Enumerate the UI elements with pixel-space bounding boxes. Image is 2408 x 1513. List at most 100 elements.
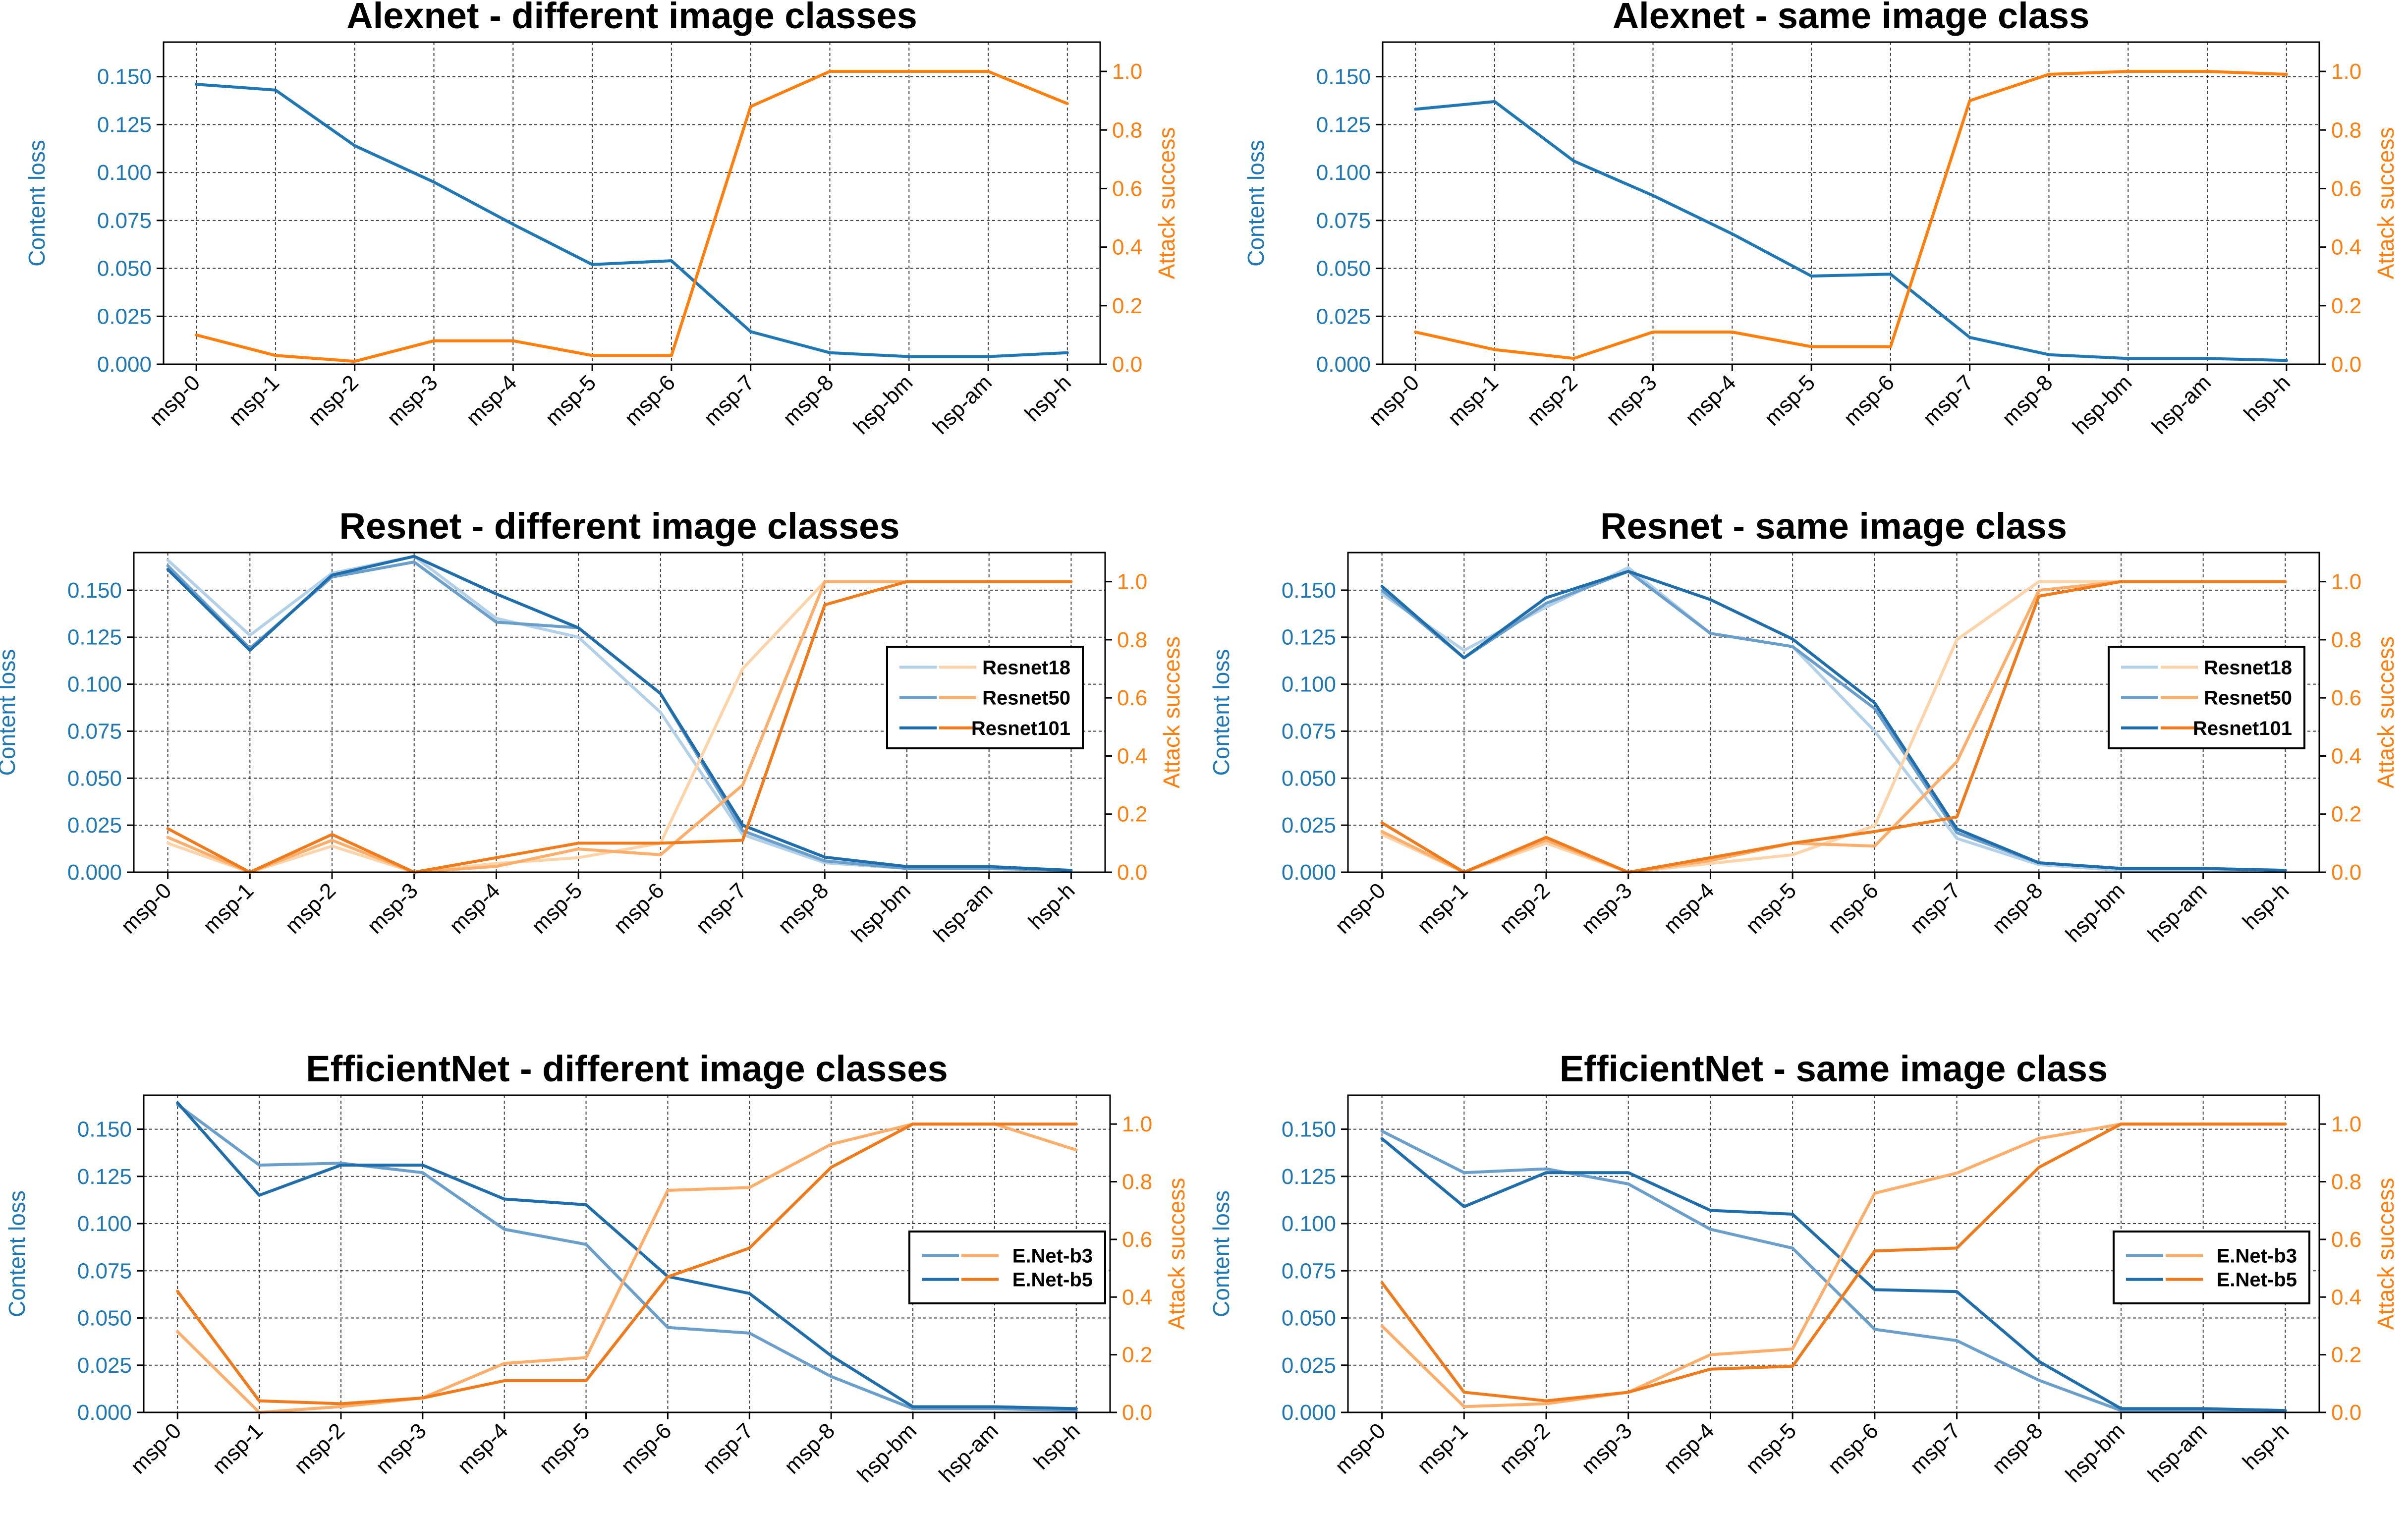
series-line-e-net-b3-content-loss [1380,1129,2287,1412]
y-tick-label-left: 0.000 [67,860,122,885]
x-tick-label: msp-5 [541,370,601,430]
plot-frame [1347,552,2320,873]
plot-frame [143,1094,1111,1413]
y-tick-label-right: 0.6 [2331,176,2361,201]
x-tick-label: hsp-h [1029,1418,1084,1474]
y-tick-label-left: 0.150 [77,1118,132,1142]
chart-panel: EfficientNet - different image classes ms… [4,1048,1189,1487]
y-tick-label-right: 0.0 [1117,860,1147,885]
x-tick-label: msp-1 [1412,878,1472,938]
y-tick-label-right: 0.4 [2331,1285,2361,1309]
plot-frame [133,552,1106,873]
x-tick-label: msp-5 [1760,370,1820,430]
x-tick-label: msp-6 [1839,370,1899,430]
y-tick-label-left: 0.050 [77,1306,132,1331]
x-tick-label: msp-6 [616,1418,676,1478]
series-line-alexnet-attack-success [1414,70,2288,360]
y-axis-label-right: Attack success [2373,636,2399,788]
legend-box [2108,646,2305,749]
y-tick-label-right: 0.8 [2331,118,2361,142]
y-axis-label-left: Content loss [4,1190,30,1317]
x-tick-label: msp-6 [1823,878,1883,938]
x-tick-label: msp-8 [780,1418,840,1478]
x-tick-label: msp-6 [609,878,669,938]
x-tick-label: msp-2 [1495,1418,1555,1478]
x-tick-label: msp-3 [1602,370,1662,430]
x-tick-label: hsp-bm [2061,1418,2129,1487]
series-line-alexnet-content-loss [1414,100,2288,362]
x-tick-label: msp-0 [1331,878,1391,938]
legend: Resnet18 Resnet50 Resnet101 [886,646,1084,749]
x-tick-label: msp-0 [1331,1418,1391,1478]
x-tick-label: msp-5 [535,1418,595,1478]
x-tick-label: hsp-h [1024,878,1079,934]
chart-panel: Alexnet - same image class msp-0 msp-1 msp-… [1243,0,2399,439]
x-tick-label: msp-0 [145,370,205,430]
y-tick-label-right: 0.8 [2331,628,2361,652]
y-tick-label-left: 0.050 [67,766,122,790]
x-tick-label: msp-7 [691,878,751,938]
y-tick-label-right: 0.2 [1112,294,1142,318]
y-tick-label-right: 0.4 [2331,744,2361,768]
y-axis-label-left: Content loss [0,649,20,776]
y-tick-label-left: 0.125 [97,112,152,137]
legend: Resnet18 Resnet50 Resnet101 [2108,646,2305,749]
series-line-e-net-b5-attack-success [1380,1122,2287,1402]
y-tick-label-left: 0.025 [1316,304,1371,329]
x-tick-label: hsp-h [2238,878,2294,934]
x-tick-label: hsp-h [2239,370,2295,426]
x-tick-label: msp-2 [1522,370,1582,430]
y-tick-label-right: 0.6 [1117,686,1147,710]
x-tick-label: msp-2 [289,1418,349,1478]
x-tick-label: hsp-bm [847,878,915,947]
series-line-e-net-b3-content-loss [176,1103,1078,1412]
x-tick-label: msp-3 [383,370,443,430]
series-line-alexnet-content-loss [195,83,1069,358]
x-tick-label: hsp-am [935,1418,1003,1487]
legend-label: Resnet50 [2204,687,2292,709]
y-tick-label-left: 0.075 [97,209,152,233]
y-tick-label-left: 0.000 [1282,1401,1336,1425]
y-tick-label-left: 0.150 [1282,578,1336,603]
y-tick-label-right: 0.0 [2331,352,2361,377]
y-tick-label-left: 0.050 [97,257,152,281]
x-tick-label: msp-1 [208,1418,268,1478]
x-tick-label: msp-4 [1680,370,1740,430]
x-tick-label: hsp-am [2147,370,2216,439]
series-line-resnet101-attack-success [1380,580,2287,874]
y-tick-label-right: 1.0 [2331,570,2361,594]
y-tick-label-right: 1.0 [1112,59,1142,84]
x-tick-label: msp-2 [303,370,363,430]
x-tick-label: hsp-h [2238,1418,2294,1474]
y-tick-label-left: 0.125 [67,625,122,650]
x-tick-label: msp-6 [1823,1418,1883,1478]
legend-label: E.Net-b3 [2217,1245,2297,1267]
y-tick-label-right: 0.8 [1122,1170,1152,1194]
x-tick-label: msp-7 [1905,1418,1965,1478]
x-tick-label: msp-8 [778,370,838,430]
y-tick-label-right: 0.2 [2331,802,2361,827]
y-tick-label-right: 1.0 [2331,59,2361,84]
y-axis-label-right: Attack success [1164,1178,1189,1330]
legend-box [908,1231,1106,1304]
x-tick-label: msp-5 [1741,878,1801,938]
series-line-resnet101-content-loss [1380,569,2287,872]
plot-frame [163,41,1101,365]
y-tick-label-left: 0.100 [67,672,122,697]
x-tick-label: hsp-bm [2061,878,2129,947]
y-tick-label-left: 0.050 [1282,1306,1336,1331]
x-tick-label: msp-7 [1918,370,1978,430]
y-tick-label-left: 0.000 [97,352,152,377]
y-axis-label-right: Attack success [2373,127,2399,280]
y-tick-label-left: 0.075 [77,1259,132,1283]
legend: E.Net-b3E.Net-b5 [908,1231,1106,1304]
y-axis-label-left: Content loss [1208,649,1234,776]
y-tick-label-left: 0.125 [77,1165,132,1189]
y-tick-label-right: 0.0 [1112,352,1142,377]
x-tick-label: hsp-h [1020,370,1075,426]
y-tick-label-left: 0.100 [77,1212,132,1236]
x-tick-label: msp-3 [371,1418,431,1478]
x-tick-label: msp-4 [445,878,504,938]
x-tick-label: msp-5 [1741,1418,1801,1478]
